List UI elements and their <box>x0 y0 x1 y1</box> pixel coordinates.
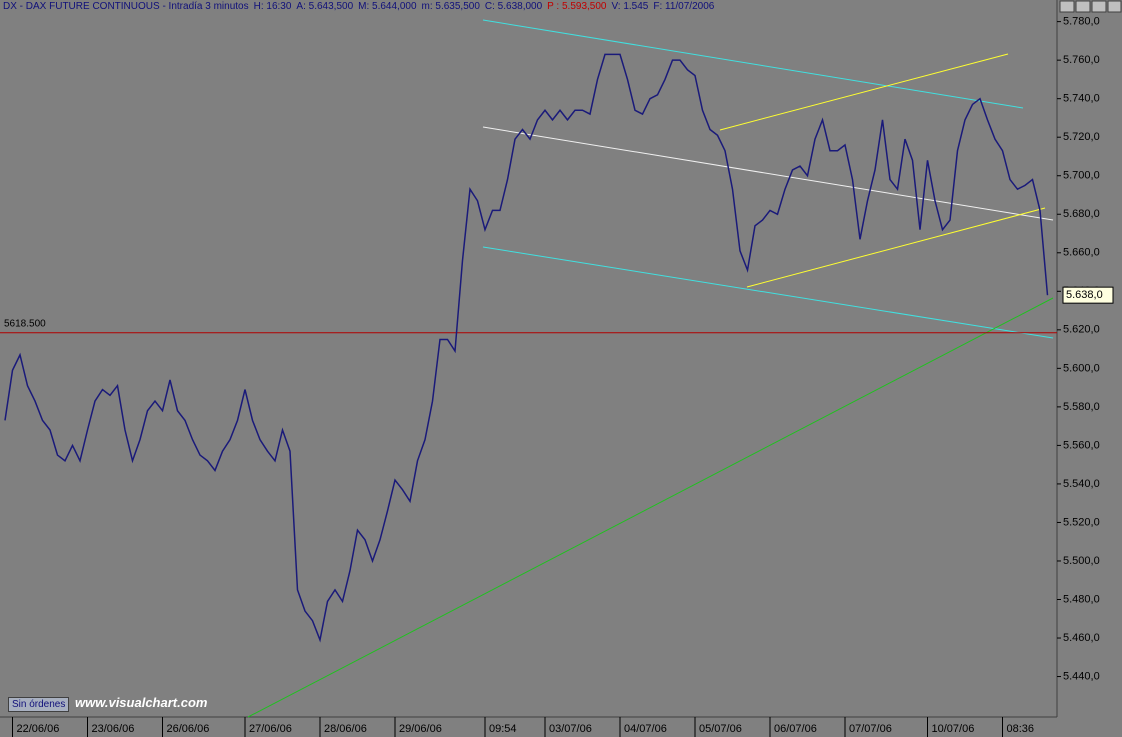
header-field: F: 11/07/2006 <box>653 1 715 12</box>
header: DX - DAX FUTURE CONTINUOUS - Intradía 3 … <box>3 1 719 12</box>
last-price-box <box>1062 286 1114 304</box>
trend-line <box>247 297 1054 718</box>
header-field: M: 5.644,000 <box>358 1 417 12</box>
y-tick-label: 5.620,0 <box>1063 324 1100 336</box>
y-tick-label: 5.500,0 <box>1063 555 1100 567</box>
top-controls[interactable] <box>1059 0 1122 13</box>
x-tick-label: 09:54 <box>489 723 517 735</box>
x-tick-label: 05/07/06 <box>699 723 742 735</box>
orders-button[interactable]: Sin órdenes <box>8 697 70 712</box>
y-tick-label: 5.660,0 <box>1063 247 1100 259</box>
last-price-label: 5.638,0 <box>1066 289 1103 301</box>
y-tick-label: 5.520,0 <box>1063 516 1100 528</box>
y-tick-label: 5.540,0 <box>1063 478 1100 490</box>
scroll-button[interactable] <box>1075 0 1091 13</box>
header-field: C: 5.638,000 <box>484 1 543 12</box>
x-tick-label: 07/07/06 <box>849 723 892 735</box>
trend-line <box>746 207 1046 288</box>
x-tick-label: 26/06/06 <box>167 723 210 735</box>
y-tick-label: 5.600,0 <box>1063 362 1100 374</box>
header-field: P : 5.593,500 <box>547 1 607 12</box>
header-field: DX - DAX FUTURE CONTINUOUS - Intradía 3 … <box>3 1 249 12</box>
y-tick-label: 5.440,0 <box>1063 670 1100 682</box>
y-tick-label: 5.460,0 <box>1063 632 1100 644</box>
y-tick-label: 5.700,0 <box>1063 170 1100 182</box>
watermark: www.visualchart.com <box>75 695 208 710</box>
x-tick-label: 22/06/06 <box>17 723 60 735</box>
y-tick-label: 5.560,0 <box>1063 439 1100 451</box>
trend-line <box>482 19 1024 109</box>
header-field: m: 5.635,500 <box>421 1 480 12</box>
header-field: V: 1.545 <box>611 1 649 12</box>
y-tick-label: 5.720,0 <box>1063 131 1100 143</box>
y-tick-label: 5.680,0 <box>1063 208 1100 220</box>
y-tick-label: 5.580,0 <box>1063 401 1100 413</box>
x-tick-label: 10/07/06 <box>932 723 975 735</box>
trend-line <box>719 53 1009 131</box>
price-line <box>4 53 1049 643</box>
x-tick-label: 23/06/06 <box>92 723 135 735</box>
x-tick-label: 27/06/06 <box>249 723 292 735</box>
scroll-button[interactable] <box>1059 0 1075 13</box>
y-tick-label: 5.780,0 <box>1063 16 1100 28</box>
trend-line <box>482 126 1054 221</box>
y-tick-label: 5.760,0 <box>1063 54 1100 66</box>
scroll-button[interactable] <box>1107 0 1122 13</box>
reference-label: 5618.500 <box>4 318 46 329</box>
x-tick-label: 29/06/06 <box>399 723 442 735</box>
header-field: A: 5.643,500 <box>296 1 354 12</box>
trend-lines <box>247 19 1054 718</box>
y-tick-label: 5.480,0 <box>1063 593 1100 605</box>
header-field: H: 16:30 <box>253 1 292 12</box>
x-tick-label: 28/06/06 <box>324 723 367 735</box>
x-tick-label: 04/07/06 <box>624 723 667 735</box>
scroll-button[interactable] <box>1091 0 1107 13</box>
x-tick-label: 03/07/06 <box>549 723 592 735</box>
x-tick-label: 06/07/06 <box>774 723 817 735</box>
x-tick-label: 08:36 <box>1007 723 1035 735</box>
y-tick-label: 5.740,0 <box>1063 93 1100 105</box>
trend-line <box>482 246 1054 339</box>
